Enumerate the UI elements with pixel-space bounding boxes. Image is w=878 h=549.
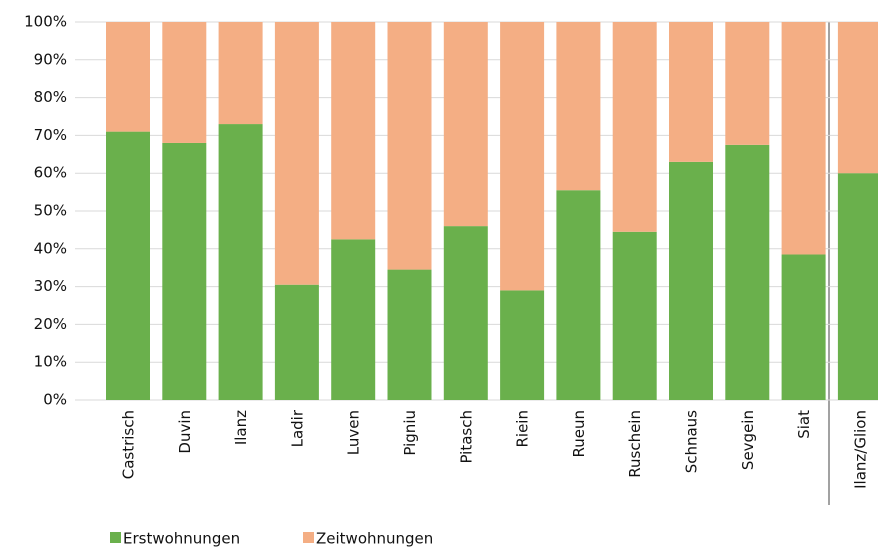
x-tick-label: Sevgein bbox=[739, 410, 757, 470]
bar-segment bbox=[837, 173, 878, 400]
legend-swatch bbox=[303, 532, 314, 543]
bar-segment bbox=[331, 239, 376, 400]
x-tick-label: Pitasch bbox=[457, 410, 475, 464]
x-tick-label: Riein bbox=[514, 410, 532, 448]
y-tick-label: 20% bbox=[34, 315, 67, 333]
bar-segment bbox=[837, 22, 878, 174]
x-tick-label: Luven bbox=[345, 410, 363, 455]
x-tick-label: Rueun bbox=[570, 410, 588, 458]
legend-label: Zeitwohnungen bbox=[316, 530, 433, 548]
bar-segment bbox=[162, 142, 207, 400]
y-tick-label: 70% bbox=[34, 126, 67, 144]
bar-segment bbox=[106, 131, 150, 400]
bar-segment bbox=[556, 190, 601, 400]
x-tick-label: Ruschein bbox=[626, 410, 644, 478]
y-tick-label: 50% bbox=[34, 202, 67, 220]
legend-swatch bbox=[110, 532, 121, 543]
bar-segment bbox=[669, 22, 713, 162]
bar-segment bbox=[274, 284, 319, 400]
bar-segment bbox=[218, 124, 263, 400]
bar-segment bbox=[556, 22, 601, 191]
y-tick-label: 90% bbox=[34, 50, 67, 68]
x-tick-label: Pigniu bbox=[401, 410, 419, 456]
y-tick-label: 40% bbox=[34, 239, 67, 257]
bar-segment bbox=[781, 22, 826, 255]
bar-segment bbox=[218, 22, 263, 125]
y-tick-label: 100% bbox=[24, 13, 67, 31]
y-tick-label: 60% bbox=[34, 164, 67, 182]
bar-segment bbox=[443, 226, 488, 400]
x-tick-label: Ladir bbox=[288, 409, 306, 447]
bar-segment bbox=[387, 22, 432, 270]
bar-segment bbox=[669, 161, 713, 400]
bar-segment bbox=[274, 22, 319, 285]
bar-segment bbox=[612, 231, 657, 400]
bar-segment bbox=[106, 22, 150, 132]
y-tick-label: 30% bbox=[34, 277, 67, 295]
bar-segment bbox=[500, 22, 545, 291]
x-tick-label: Schnaus bbox=[683, 410, 701, 473]
x-tick-label: Duvin bbox=[176, 410, 194, 454]
legend-label: Erstwohnungen bbox=[123, 530, 240, 548]
x-tick-label: Siat bbox=[795, 410, 813, 439]
x-tick-label: Castrisch bbox=[120, 410, 138, 479]
bar-segment bbox=[725, 144, 770, 400]
bar-segment bbox=[387, 269, 432, 400]
bar-segment bbox=[331, 22, 376, 240]
bar-segment bbox=[500, 290, 545, 400]
y-tick-label: 80% bbox=[34, 88, 67, 106]
bar-segment bbox=[781, 254, 826, 400]
bar-segment bbox=[725, 22, 770, 145]
y-tick-label: 10% bbox=[34, 353, 67, 371]
bar-segment bbox=[612, 22, 657, 232]
y-tick-label: 0% bbox=[43, 391, 67, 409]
bar-segment bbox=[162, 22, 207, 143]
x-tick-label: Ilanz/Glion bbox=[851, 410, 869, 489]
bar-segment bbox=[443, 22, 488, 227]
x-tick-label: Ilanz bbox=[232, 410, 250, 445]
